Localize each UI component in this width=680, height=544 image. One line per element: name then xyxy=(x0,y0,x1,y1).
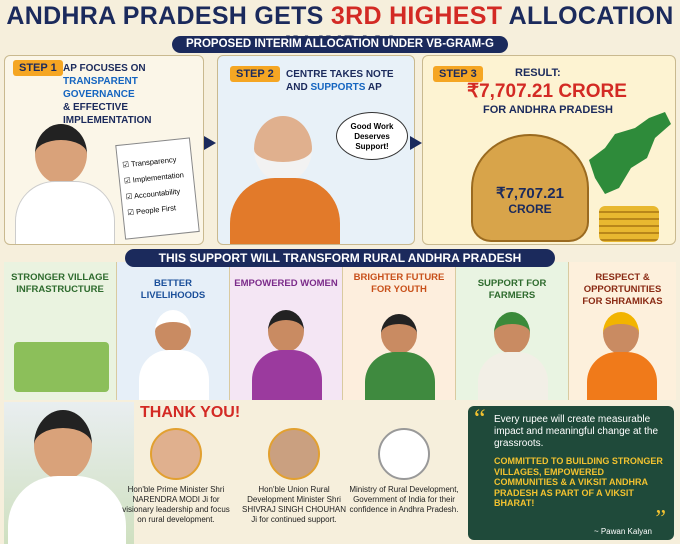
illustration xyxy=(365,352,435,400)
text-highlight: SUPPORTS xyxy=(310,82,366,93)
illustration xyxy=(478,352,548,400)
map xyxy=(589,112,671,194)
step-label: STEP 1 xyxy=(13,60,63,76)
text-line: CENTRE TAKES NOTE xyxy=(286,69,394,80)
step-label: STEP 3 xyxy=(433,66,483,82)
benefit-label: SUPPORT FOR FARMERS xyxy=(477,278,547,301)
step-text: AP FOCUSES ON TRANSPARENT GOVERNANCE & E… xyxy=(63,62,203,127)
portrait-head xyxy=(254,116,312,182)
arrow xyxy=(204,136,216,150)
step-panel: STEP 2 CENTRE TAKES NOTE AND SUPPORTS AP… xyxy=(217,55,415,245)
benefit-card: STRONGER VILLAGE INFRASTRUCTURE xyxy=(4,262,117,400)
thanks-caption: Hon'ble Union Rural Development Minister… xyxy=(241,485,346,524)
illustration xyxy=(14,342,109,392)
text-line: AND SUPPORTS AP xyxy=(286,81,411,94)
coins xyxy=(599,206,659,242)
quote-author: ~ Pawan Kalyan xyxy=(593,527,652,536)
check-text: Transparency xyxy=(130,154,177,169)
map-shape xyxy=(589,112,671,194)
step-label: STEP 2 xyxy=(230,66,280,82)
benefit-label: EMPOWERED WOMEN xyxy=(234,278,338,289)
text-line: TRANSPARENT GOVERNANCE xyxy=(63,76,138,100)
title-text: ALLOCATION IN INDIA! xyxy=(284,2,674,59)
illustration xyxy=(381,314,417,354)
step-panel: STEP 3 RESULT: ₹7,707.21 CRORE FOR ANDHR… xyxy=(422,55,676,245)
photo-area xyxy=(4,402,134,544)
step-text: CENTRE TAKES NOTE AND SUPPORTS AP xyxy=(286,68,411,94)
check-text: Accountability xyxy=(133,186,181,201)
subtitle: PROPOSED INTERIM ALLOCATION UNDER VB-GRA… xyxy=(172,36,508,53)
banner: THIS SUPPORT WILL TRANSFORM RURAL ANDHRA… xyxy=(125,249,555,267)
portrait-body xyxy=(230,178,340,244)
benefit-label: BRIGHTER FUTURE FOR YOUTH xyxy=(353,272,445,295)
check-text: People First xyxy=(135,203,177,217)
illustration xyxy=(494,312,530,354)
title-text: ANDHRA PRADESH GETS xyxy=(6,2,331,30)
text-line: AP FOCUSES ON xyxy=(63,63,146,74)
benefit-label: BETTER LIVELIHOODS xyxy=(140,278,206,301)
bag-amount: ₹7,707.21 xyxy=(496,185,564,202)
illustration xyxy=(268,310,304,352)
benefit-label: STRONGER VILLAGE INFRASTRUCTURE xyxy=(11,272,109,295)
quote-mark: ” xyxy=(655,506,666,532)
illustration xyxy=(603,312,639,354)
illustration xyxy=(587,352,657,400)
illustration xyxy=(139,350,209,400)
quote-box: “ Every rupee will create measurable imp… xyxy=(468,404,674,540)
emblem xyxy=(378,428,430,480)
text: AND xyxy=(286,82,311,93)
illustration xyxy=(252,350,322,400)
arrow xyxy=(410,136,422,150)
quote-mark: “ xyxy=(474,404,486,433)
thanks-title: THANK YOU! xyxy=(140,404,241,421)
portrait-body xyxy=(8,476,126,544)
portrait-head xyxy=(35,124,87,184)
title-highlight: 3RD HIGHEST xyxy=(330,2,503,30)
avatar xyxy=(150,428,202,480)
result-for: FOR ANDHRA PRADESH xyxy=(483,104,613,116)
portrait-head xyxy=(34,410,92,480)
check-text: Implementation xyxy=(132,170,185,185)
speech-bubble: Good Work Deserves Support! xyxy=(336,112,408,160)
benefit-card: RESPECT & OPPORTUNITIES FOR SHRAMIKAS xyxy=(569,262,676,400)
portrait-body xyxy=(15,181,115,244)
avatar xyxy=(268,428,320,480)
illustration xyxy=(155,310,191,352)
text-line: & EFFECTIVE IMPLEMENTATION xyxy=(63,102,152,126)
benefit-card: BRIGHTER FUTURE FOR YOUTH xyxy=(343,262,456,400)
result-label: RESULT: xyxy=(515,67,561,79)
text: AP xyxy=(365,82,382,93)
benefit-card: BETTER LIVELIHOODS xyxy=(117,262,230,400)
bag-unit: CRORE xyxy=(508,202,552,216)
benefit-card: EMPOWERED WOMEN xyxy=(230,262,343,400)
quote-text: Every rupee will create measurable impac… xyxy=(494,414,658,449)
thanks-caption: Hon'ble Prime Minister Shri NARENDRA MOD… xyxy=(122,485,230,524)
quote-highlight: COMMITTED TO BUILDING STRONGER VILLAGES,… xyxy=(494,456,663,508)
thanks-caption: Ministry of Rural Development, Governmen… xyxy=(349,485,459,514)
benefit-label: RESPECT & OPPORTUNITIES FOR SHRAMIKAS xyxy=(582,272,663,307)
checklist: ☑ Transparency ☑ Implementation ☑ Accoun… xyxy=(115,137,200,240)
result-amount: ₹7,707.21 CRORE xyxy=(467,81,627,102)
title: ANDHRA PRADESH GETS 3RD HIGHEST ALLOCATI… xyxy=(0,2,680,60)
money-bag: ₹7,707.21 CRORE xyxy=(471,134,589,242)
benefit-card: SUPPORT FOR FARMERS xyxy=(456,262,569,400)
step-panel: STEP 1 AP FOCUSES ON TRANSPARENT GOVERNA… xyxy=(4,55,204,245)
